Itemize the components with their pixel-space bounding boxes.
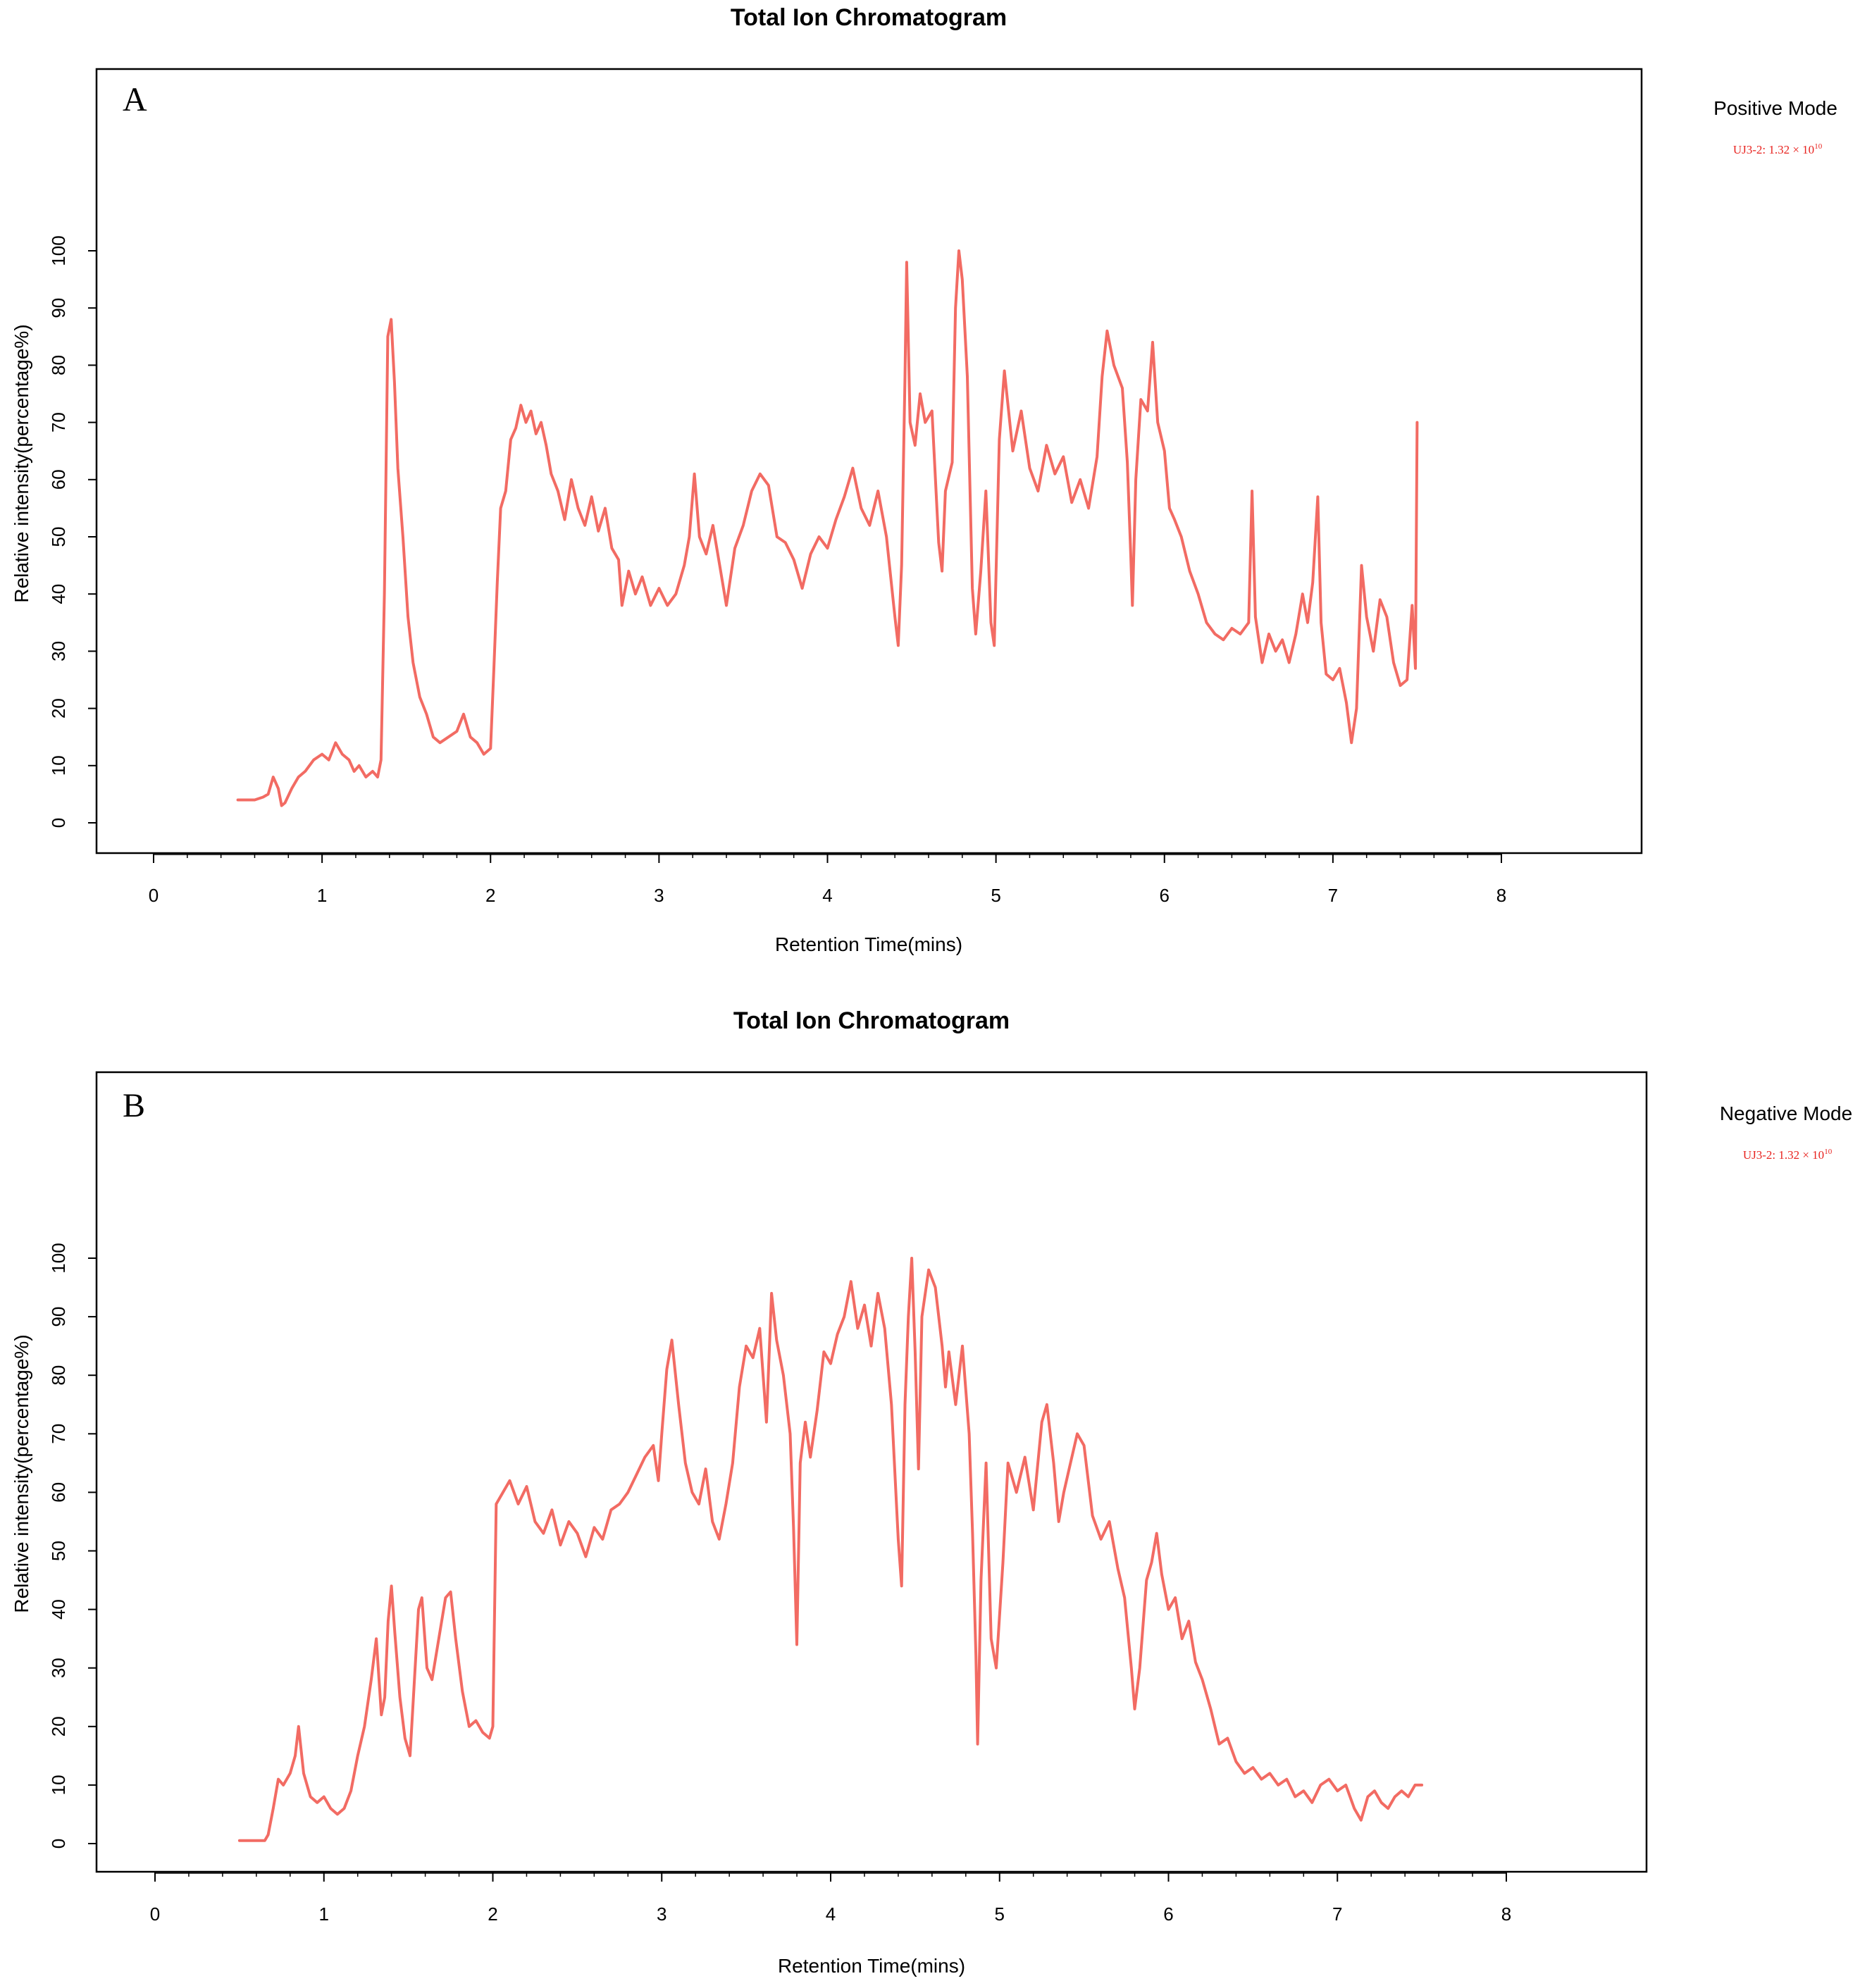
y-tick-label: 90 — [48, 1307, 69, 1327]
x-tick-label: 0 — [149, 885, 159, 906]
legend-sample-label: UJ3-2: 1.32 × 1010 — [1743, 1148, 1833, 1162]
x-tick-label: 0 — [150, 1903, 160, 1925]
y-tick-label: 90 — [48, 298, 69, 318]
y-tick-label: 20 — [48, 698, 69, 719]
legend-sample-label: UJ3-2: 1.32 × 1010 — [1733, 142, 1823, 156]
y-tick-label: 0 — [48, 1839, 69, 1849]
x-tick-label: 4 — [826, 1903, 836, 1925]
y-tick-label: 70 — [48, 1424, 69, 1444]
y-tick-label: 40 — [48, 1599, 69, 1620]
x-tick-label: 7 — [1328, 885, 1338, 906]
axes: 0 10 20 30 40 50 60 70 80 90 100 0 1 2 3 4 5 6 7 8 — [48, 235, 1506, 906]
x-tick-label: 3 — [657, 1903, 666, 1925]
chart-panel-b: Total Ion Chromatogram B Negative Mode U… — [11, 1007, 1852, 1977]
x-tick-label: 2 — [488, 1903, 497, 1925]
x-tick-label: 5 — [995, 1903, 1005, 1925]
y-tick-label: 30 — [48, 1658, 69, 1678]
x-tick-label: 1 — [319, 1903, 329, 1925]
legend-mode-label: Negative Mode — [1720, 1102, 1852, 1124]
x-axis-label: Retention Time(mins) — [775, 933, 962, 955]
chart-panel-a: Total Ion Chromatogram A Positive Mode U… — [11, 4, 1837, 955]
legend-mode-label: Positive Mode — [1713, 97, 1837, 119]
y-tick-label: 0 — [48, 818, 69, 828]
plot-frame — [95, 68, 1643, 855]
y-tick-label: 80 — [48, 1365, 69, 1386]
panel-letter: B — [123, 1087, 145, 1124]
y-tick-label: 20 — [48, 1716, 69, 1737]
plot-frame — [95, 1071, 1648, 1873]
y-tick-label: 40 — [48, 584, 69, 604]
y-tick-label: 100 — [48, 235, 69, 266]
plot-area — [237, 1257, 1424, 1842]
x-tick-label: 6 — [1160, 885, 1170, 906]
plot-area — [236, 249, 1419, 807]
x-tick-label: 1 — [317, 885, 327, 906]
y-tick-label: 60 — [48, 1482, 69, 1503]
y-tick-label: 80 — [48, 355, 69, 375]
chart-title: Total Ion Chromatogram — [731, 4, 1007, 31]
y-tick-label: 50 — [48, 1541, 69, 1561]
y-axis-label: Relative intensity(percentage%) — [11, 1334, 32, 1613]
y-tick-label: 30 — [48, 641, 69, 661]
y-tick-label: 100 — [48, 1243, 69, 1273]
series-line-uj3-2 — [236, 249, 1419, 807]
axes: 0 10 20 30 40 50 60 70 80 90 100 0 1 2 3 4 5 6 7 8 — [48, 1243, 1511, 1925]
x-axis-label: Retention Time(mins) — [778, 1955, 965, 1977]
y-tick-label: 70 — [48, 412, 69, 433]
y-tick-label: 10 — [48, 755, 69, 776]
x-tick-label: 3 — [654, 885, 664, 906]
panel-letter: A — [123, 81, 147, 118]
y-tick-label: 10 — [48, 1775, 69, 1795]
y-tick-label: 60 — [48, 469, 69, 490]
x-tick-label: 4 — [822, 885, 832, 906]
x-tick-label: 8 — [1496, 885, 1506, 906]
y-axis-label: Relative intensity(percentage%) — [11, 324, 32, 602]
x-tick-label: 7 — [1332, 1903, 1342, 1925]
chart-title: Total Ion Chromatogram — [733, 1007, 1010, 1034]
x-tick-label: 8 — [1501, 1903, 1511, 1925]
x-tick-label: 2 — [485, 885, 495, 906]
series-line-uj3-2 — [237, 1257, 1424, 1842]
x-tick-label: 5 — [991, 885, 1000, 906]
x-tick-label: 6 — [1163, 1903, 1173, 1925]
y-tick-label: 50 — [48, 527, 69, 547]
